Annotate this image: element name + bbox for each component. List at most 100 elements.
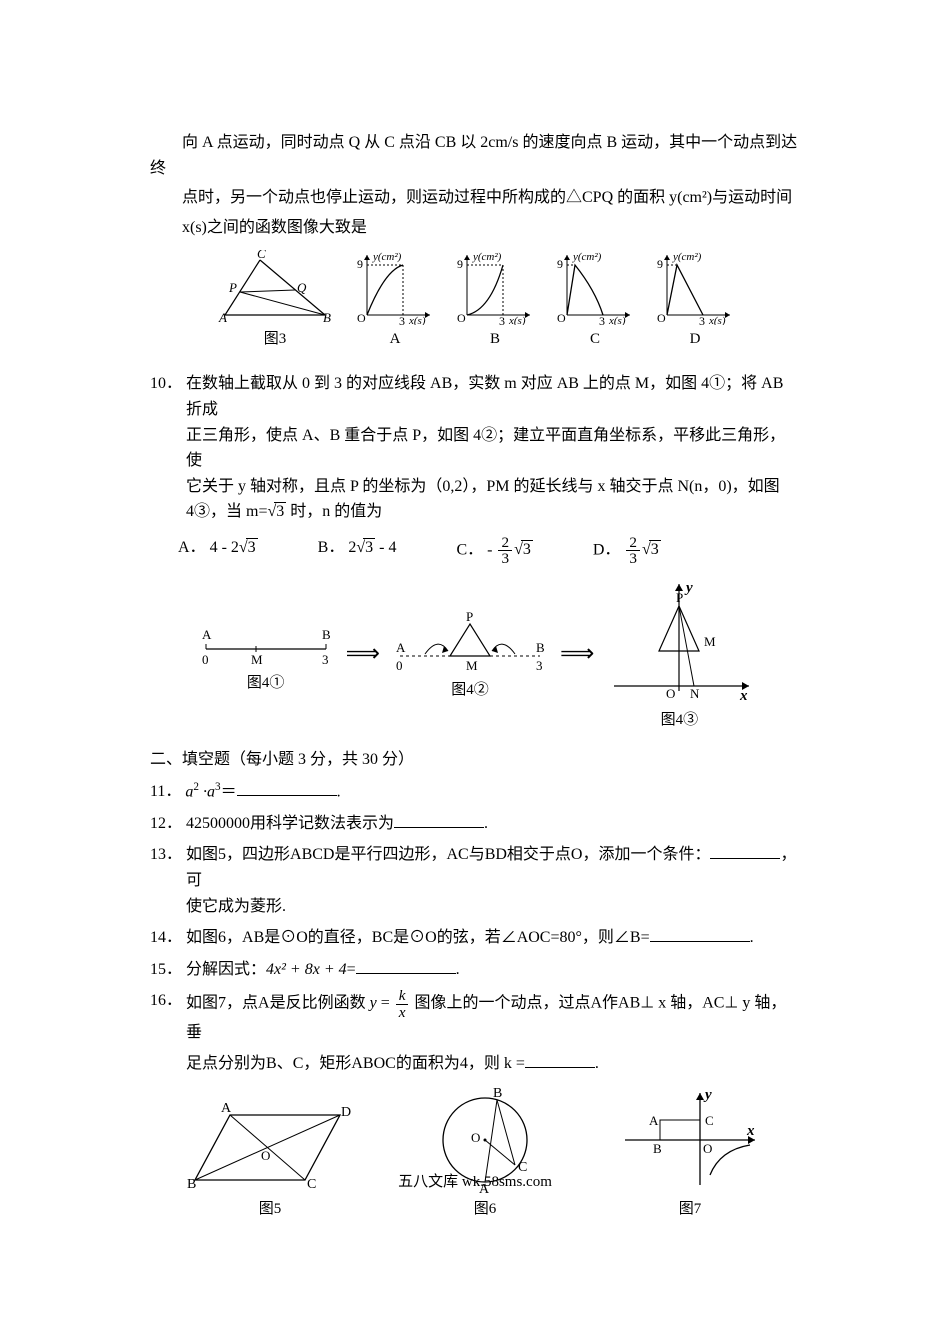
f5-A: A: [221, 1101, 232, 1116]
f5-label: 图5: [259, 1197, 282, 1221]
q13-num: 13．: [150, 842, 182, 868]
gd-3: 3: [699, 314, 705, 325]
q15: 15． 分解因式：4x² + 8x + 4=.: [150, 957, 800, 983]
fig4-3: P M N O x y 图4③: [604, 576, 754, 732]
gb-9: 9: [457, 257, 463, 271]
footer: 五八文库 wk.58sms.com: [0, 1170, 950, 1194]
f41-label: 图4①: [247, 671, 285, 695]
q12: 12． 42500000用科学记数法表示为.: [150, 811, 800, 837]
fig3-Q: Q: [297, 280, 307, 295]
q12-num: 12．: [150, 811, 182, 837]
q13: 13． 如图5，四边形ABCD是平行四边形，AC与BD相交于点O，添加一个条件：…: [150, 842, 800, 919]
q10-opt-c: C． - 233: [456, 535, 532, 566]
graph-d-svg: 9 O 3 y(cm²) x(s): [655, 250, 735, 325]
graph-c-svg: 9 O 3 y(cm²) x(s): [555, 250, 635, 325]
q13-line2: 使它成为菱形.: [186, 894, 800, 920]
svg-text:O: O: [357, 311, 366, 325]
f7-x: x: [746, 1123, 755, 1139]
q10-line4: 4③，当 m=3 时，n 的值为: [186, 499, 800, 525]
f41-M: M: [251, 652, 263, 667]
f6-O: O: [471, 1130, 480, 1145]
q15-num: 15．: [150, 957, 182, 983]
fig4-3-svg: P M N O x y: [604, 576, 754, 706]
f42-0: 0: [396, 658, 403, 673]
f43-y: y: [684, 580, 693, 596]
gb-label: B: [490, 327, 500, 351]
q9-line2: 点时，另一个动点也停止运动，则运动过程中所构成的△CPQ 的面积 y(cm²)与…: [150, 185, 800, 211]
q13-blank: [710, 843, 780, 859]
gd-label: D: [690, 327, 701, 351]
q10-opt-a: A． 4 - 23: [178, 535, 258, 566]
q13-body: 如图5，四边形ABCD是平行四边形，AC与BD相交于点O，添加一个条件：，可 使…: [186, 842, 800, 919]
f43-O: O: [666, 686, 675, 701]
fig7: A C B O x y 图7: [615, 1085, 765, 1221]
q16-blank: [525, 1052, 595, 1068]
svg-text:O: O: [457, 311, 466, 325]
q16-num: 16．: [150, 988, 182, 1014]
f42-M: M: [466, 658, 478, 673]
f41-3: 3: [322, 652, 329, 667]
f41-B: B: [322, 627, 331, 642]
q15-blank: [356, 958, 456, 974]
graph-a: 9 O 3 y(cm²) x(s) A: [355, 250, 435, 351]
fig3-label: 图3: [264, 327, 287, 351]
gb-3: 3: [499, 314, 505, 325]
f42-3: 3: [536, 658, 543, 673]
fig4-2-svg: P A B 0 M 3: [390, 606, 550, 676]
f42-label: 图4②: [451, 678, 489, 702]
f43-label: 图4③: [661, 708, 699, 732]
f5-D: D: [341, 1105, 351, 1120]
ga-3: 3: [399, 314, 405, 325]
q10: 10． 在数轴上截取从 0 到 3 的对应线段 AB，实数 m 对应 AB 上的…: [150, 371, 800, 525]
fig3-B: B: [323, 310, 331, 325]
q12-body: 42500000用科学记数法表示为.: [186, 811, 800, 837]
q16: 16． 如图7，点A是反比例函数 y = kx 图像上的一个动点，过点A作AB⊥…: [150, 988, 800, 1077]
fig3: A B C P Q 图3: [215, 250, 335, 351]
graph-b: 9 O 3 y(cm²) x(s) B: [455, 250, 535, 351]
f42-P: P: [466, 609, 473, 624]
gd-xl: x(s): [708, 315, 726, 325]
f42-B: B: [536, 640, 545, 655]
q11: 11． a2 ·a3＝.: [150, 779, 800, 805]
arrow-1: ⟹: [346, 635, 380, 673]
f6-B: B: [493, 1086, 502, 1101]
f41-0: 0: [202, 652, 209, 667]
fig4-2: P A B 0 M 3 图4②: [390, 606, 550, 702]
q10-opt-d: D． 233: [593, 535, 661, 566]
f6-label: 图6: [474, 1197, 497, 1221]
gc-3: 3: [599, 314, 605, 325]
ga-xl: x(s): [408, 315, 426, 325]
f7-label: 图7: [679, 1197, 702, 1221]
section2-header: 二、填空题（每小题 3 分，共 30 分）: [150, 747, 800, 773]
bottom-figs: A D B C O 图5 B O C A 图6: [150, 1085, 800, 1221]
q10-opt-b: B． 23 - 4: [318, 535, 397, 566]
q14-blank: [650, 926, 750, 942]
q9-line3: x(s)之间的函数图像大致是: [150, 215, 800, 241]
ga-label: A: [390, 327, 401, 351]
q14-num: 14．: [150, 925, 182, 951]
f43-x: x: [739, 688, 748, 704]
gd-yl: y(cm²): [672, 251, 702, 263]
gc-yl: y(cm²): [572, 251, 602, 263]
fig-row-1: A B C P Q 图3 9 O 3 y(cm²) x(s) A: [150, 250, 800, 351]
q10-line2: 正三角形，使点 A、B 重合于点 P，如图 4②；建立平面直角坐标系，平移此三角…: [186, 423, 800, 474]
gc-xl: x(s): [608, 315, 626, 325]
gb-yl: y(cm²): [472, 251, 502, 263]
fig4-1-svg: A B 0 M 3: [196, 614, 336, 669]
graph-c: 9 O 3 y(cm²) x(s) C: [555, 250, 635, 351]
fig3-C: C: [257, 250, 266, 261]
q12-blank: [394, 812, 484, 828]
gd-9: 9: [657, 257, 663, 271]
f41-A: A: [202, 627, 212, 642]
gc-9: 9: [557, 257, 563, 271]
fig3-svg: A B C P Q: [215, 250, 335, 325]
arrow-2: ⟹: [560, 635, 594, 673]
fig4-row: A B 0 M 3 图4① ⟹ P A B 0 M 3 图4② ⟹: [150, 576, 800, 732]
ga-yl: y(cm²): [372, 251, 402, 263]
q14: 14． 如图6，AB是⊙O的直径，BC是⊙O的弦，若∠AOC=80°，则∠B=.: [150, 925, 800, 951]
graph-b-svg: 9 O 3 y(cm²) x(s): [455, 250, 535, 325]
f7-y: y: [703, 1087, 712, 1103]
q14-body: 如图6，AB是⊙O的直径，BC是⊙O的弦，若∠AOC=80°，则∠B=.: [186, 925, 800, 951]
f43-M: M: [704, 634, 716, 649]
f5-O: O: [261, 1148, 270, 1163]
